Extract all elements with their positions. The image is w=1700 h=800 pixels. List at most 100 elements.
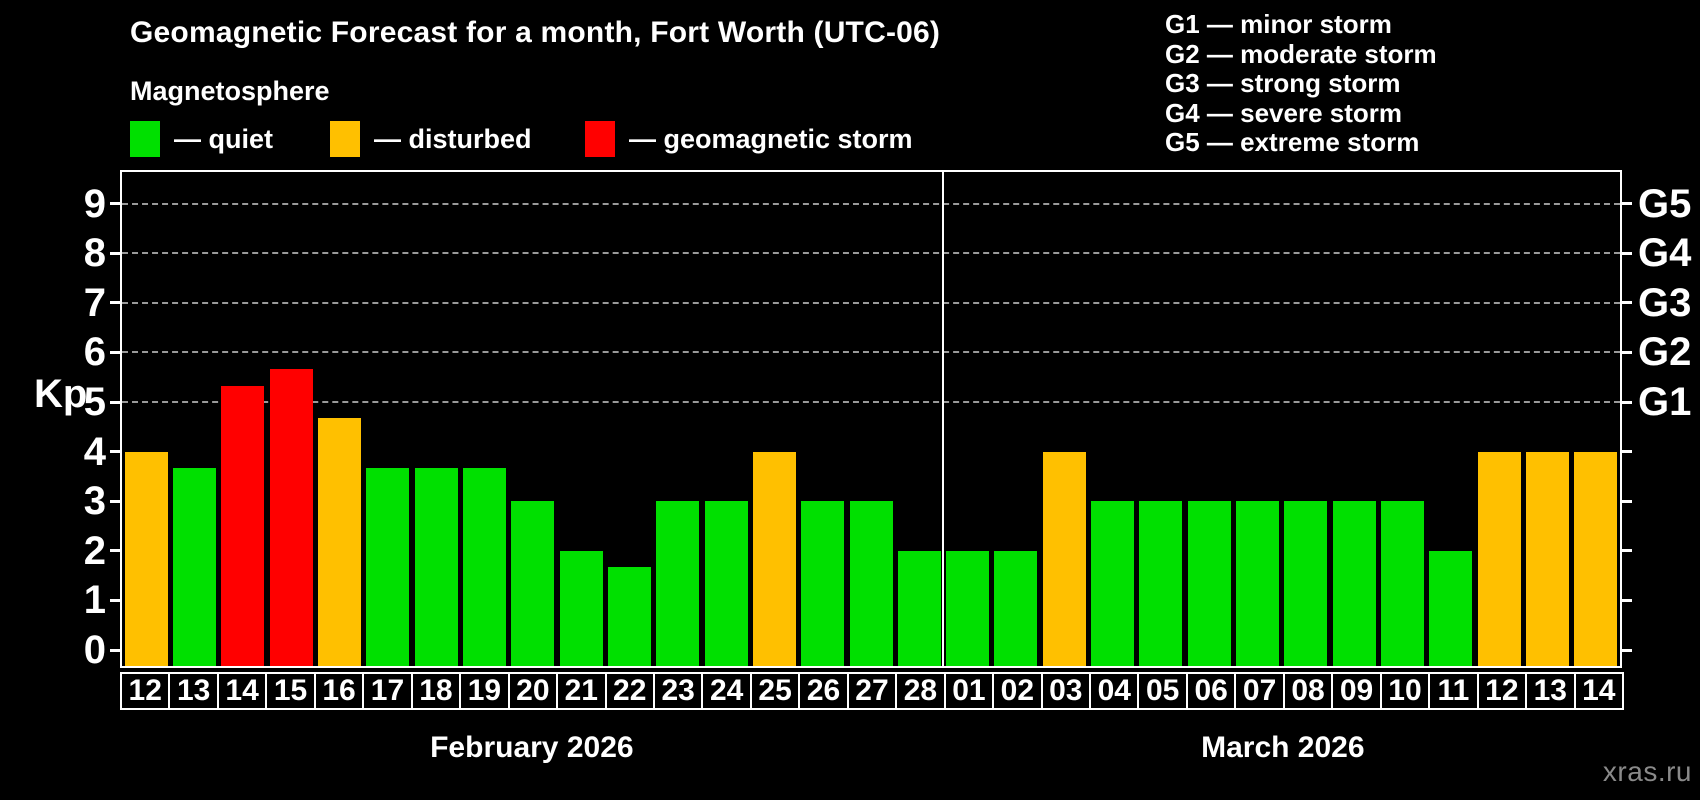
bar-day-24	[704, 501, 748, 666]
bar-day-01	[946, 550, 990, 666]
chart-subtitle: Magnetosphere	[130, 76, 330, 106]
y-tick-left-4	[110, 450, 120, 454]
day-label-cell: 05	[1137, 672, 1188, 710]
bar-day-19	[462, 467, 506, 666]
bar-day-28	[897, 550, 941, 666]
gridline-kp5	[122, 401, 1620, 403]
day-label-cell: 17	[362, 672, 413, 710]
bar-day-06	[1187, 501, 1231, 666]
g-legend-line: G3 — strong storm	[1165, 68, 1401, 98]
gridline-kp6	[122, 351, 1620, 354]
y-tick-left-7	[110, 301, 120, 305]
y-tick-right-9	[1622, 202, 1632, 206]
day-label-cell: 01	[943, 672, 995, 710]
day-label-cell: 12	[120, 672, 171, 710]
legend-swatch-storm	[585, 121, 615, 157]
status-legend: — quiet — disturbed — geomagnetic storm	[0, 118, 1100, 160]
y-tick-right-1	[1622, 598, 1632, 602]
day-label-cell: 19	[459, 672, 510, 710]
watermark: xras.ru	[1602, 756, 1692, 787]
day-label-cell: 12	[1476, 672, 1528, 710]
bar-day-02	[994, 550, 1038, 666]
day-label-cell: 24	[701, 672, 752, 710]
month-label-1: March 2026	[1201, 731, 1365, 764]
y-tick-right-8	[1622, 251, 1632, 255]
y-tick-label-4: 4	[83, 429, 106, 474]
day-label-cell: 23	[652, 672, 704, 710]
y-tick-right-5	[1622, 400, 1632, 404]
y-tick-left-6	[110, 350, 120, 354]
day-label-cell: 14	[1573, 672, 1624, 710]
g-legend-line: G4 — severe storm	[1165, 97, 1403, 128]
day-label-cell: 18	[410, 672, 462, 710]
y-tick-right-2	[1622, 549, 1632, 553]
bar-day-20	[511, 501, 555, 666]
right-axis-label-G2: G2	[1638, 330, 1692, 375]
day-label-cell: 16	[313, 672, 365, 710]
bar-day-10	[1381, 501, 1425, 666]
y-tick-left-5	[110, 400, 120, 404]
g-legend-line: G5 — extreme storm	[1165, 127, 1420, 157]
day-label-cell: 13	[1525, 672, 1576, 710]
legend-swatch-quiet	[130, 121, 160, 157]
bar-day-08	[1284, 501, 1328, 666]
bar-day-05	[1139, 501, 1183, 666]
bar-day-04	[1091, 501, 1135, 666]
y-tick-right-7	[1622, 301, 1632, 305]
day-label-cell: 25	[749, 672, 801, 710]
day-label-cell: 22	[604, 672, 655, 710]
y-tick-right-3	[1622, 499, 1632, 503]
right-axis-label-G3: G3	[1638, 280, 1692, 325]
bar-day-07	[1236, 501, 1280, 666]
day-label-cell: 14	[216, 672, 268, 710]
day-label-cell: 03	[1040, 672, 1092, 710]
y-tick-label-6: 6	[83, 330, 106, 375]
chart-title: Geomagnetic Forecast for a month, Fort W…	[130, 16, 941, 49]
y-tick-label-2: 2	[83, 528, 106, 573]
gridline-kp8	[122, 252, 1620, 255]
y-tick-left-3	[110, 499, 120, 503]
day-label-cell: 13	[168, 672, 219, 710]
y-tick-left-8	[110, 251, 120, 255]
g-scale-legend: G1 — minor storm G2 — moderate storm G3 — …	[1165, 9, 1437, 158]
day-label-cell: 10	[1379, 672, 1431, 710]
bar-day-27	[849, 501, 893, 666]
bar-day-09	[1332, 501, 1376, 666]
g-legend-line: G2 — moderate storm	[1165, 38, 1437, 69]
day-label-cell: 08	[1282, 672, 1334, 710]
gridline-kp9	[122, 202, 1620, 205]
legend-label: — quiet	[174, 124, 273, 154]
y-tick-label-1: 1	[83, 578, 106, 623]
bar-day-12	[124, 451, 168, 666]
y-tick-right-0	[1622, 648, 1632, 652]
bar-day-22	[607, 567, 651, 666]
bar-day-14	[221, 385, 265, 666]
y-tick-label-0: 0	[83, 628, 106, 672]
day-axis: 12 13 14 15 16 17 18 19 20 21 22 23 24 25 26 27 28 01 02 03…	[120, 672, 1626, 710]
y-tick-left-1	[110, 598, 120, 602]
day-label-cell: 26	[798, 672, 849, 710]
bar-day-18	[414, 467, 458, 666]
bar-day-21	[559, 550, 603, 666]
bar-day-17	[366, 467, 410, 666]
day-label-cell: 06	[1185, 672, 1237, 710]
day-label-cell: 07	[1234, 672, 1285, 710]
bar-day-14	[1574, 451, 1618, 666]
day-label-cell: 09	[1331, 672, 1382, 710]
legend-label: — disturbed	[374, 124, 532, 154]
y-tick-right-6	[1622, 350, 1632, 354]
day-label-cell: 21	[556, 672, 607, 710]
day-label-cell: 11	[1428, 672, 1479, 710]
day-label-cell: 02	[992, 672, 1043, 710]
g-legend-line: G1 — minor storm	[1165, 9, 1392, 39]
y-tick-left-9	[110, 202, 120, 206]
legend-swatch-disturbed	[330, 121, 360, 157]
day-label-cell: 28	[895, 672, 946, 710]
y-tick-left-2	[110, 549, 120, 553]
day-label-cell: 27	[846, 672, 898, 710]
day-label-cell: 04	[1089, 672, 1140, 710]
plot-area	[120, 170, 1622, 668]
bar-day-11	[1429, 550, 1473, 666]
y-tick-label-8: 8	[83, 231, 106, 276]
